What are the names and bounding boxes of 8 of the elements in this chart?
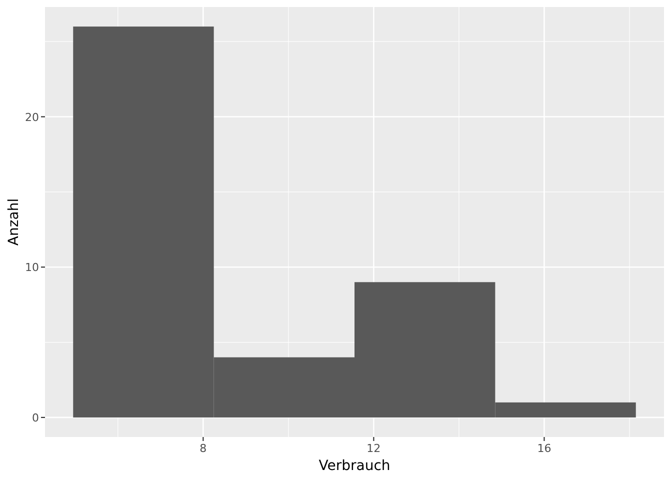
- x-tick-label: 12: [366, 442, 381, 455]
- y-axis-title: Anzahl: [6, 198, 22, 246]
- y-tick-label: 10: [25, 261, 39, 274]
- x-tick-label: 8: [200, 442, 207, 455]
- x-tick-label: 16: [537, 442, 552, 455]
- y-tick-label: 0: [32, 411, 39, 424]
- y-tick-label: 20: [25, 110, 39, 124]
- x-axis-title: Verbrauch: [318, 458, 390, 474]
